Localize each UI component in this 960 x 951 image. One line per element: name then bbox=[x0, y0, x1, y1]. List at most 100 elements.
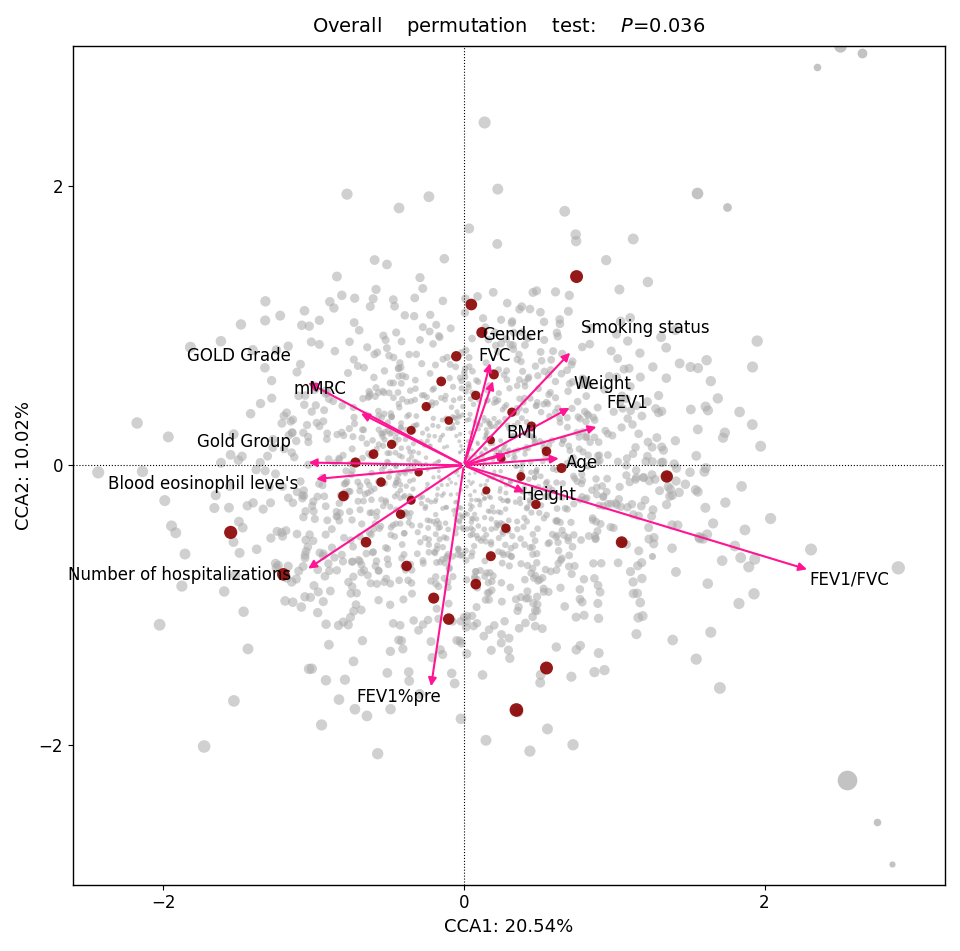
Point bbox=[392, 399, 407, 415]
Point bbox=[508, 495, 523, 510]
Point bbox=[396, 526, 412, 541]
Point bbox=[478, 442, 493, 457]
Point bbox=[476, 410, 492, 425]
Point bbox=[499, 444, 515, 459]
Point bbox=[664, 517, 680, 533]
Point bbox=[294, 318, 309, 333]
Point bbox=[449, 512, 465, 527]
Point bbox=[366, 370, 381, 385]
Point bbox=[629, 463, 644, 478]
Point bbox=[353, 602, 369, 617]
Point bbox=[532, 505, 547, 520]
Point bbox=[549, 562, 564, 577]
Point bbox=[334, 547, 349, 562]
Point bbox=[564, 375, 580, 390]
Point bbox=[428, 358, 444, 373]
Point bbox=[423, 495, 439, 510]
Point bbox=[488, 418, 503, 434]
Point bbox=[499, 363, 515, 378]
Point bbox=[574, 594, 589, 610]
Point bbox=[710, 391, 726, 406]
Point bbox=[371, 408, 386, 423]
Point bbox=[469, 580, 485, 595]
Point bbox=[497, 399, 513, 415]
Point bbox=[315, 549, 330, 564]
Point bbox=[448, 428, 464, 443]
Point bbox=[383, 499, 398, 514]
Point bbox=[572, 582, 588, 597]
Point bbox=[586, 410, 601, 425]
Point bbox=[490, 517, 505, 533]
Point bbox=[549, 462, 564, 477]
Point bbox=[359, 708, 374, 724]
Point bbox=[388, 445, 403, 460]
Point bbox=[506, 451, 521, 466]
Point bbox=[414, 457, 429, 473]
Point bbox=[335, 553, 350, 569]
Point bbox=[444, 549, 460, 564]
Point bbox=[560, 501, 575, 516]
Point bbox=[478, 428, 493, 443]
Point bbox=[503, 580, 518, 595]
Point bbox=[246, 495, 261, 511]
Point bbox=[398, 422, 414, 437]
Point bbox=[588, 514, 604, 530]
Point bbox=[341, 617, 356, 632]
Point bbox=[423, 573, 439, 589]
Point bbox=[280, 558, 296, 573]
Point bbox=[631, 509, 646, 524]
Point bbox=[528, 618, 543, 633]
Point bbox=[348, 597, 364, 612]
Point bbox=[526, 430, 541, 445]
Point bbox=[321, 452, 336, 467]
Point bbox=[519, 427, 535, 442]
Point bbox=[425, 337, 441, 352]
Point bbox=[406, 612, 421, 628]
Point bbox=[300, 429, 316, 444]
Point bbox=[444, 421, 459, 437]
Point bbox=[432, 532, 447, 547]
Point bbox=[480, 393, 495, 408]
Text: BMI: BMI bbox=[506, 423, 537, 441]
Point bbox=[406, 418, 421, 434]
Point bbox=[410, 525, 425, 540]
Point bbox=[395, 392, 410, 407]
Point bbox=[614, 419, 630, 435]
Point bbox=[485, 471, 500, 486]
Point bbox=[339, 489, 354, 504]
Point bbox=[347, 352, 362, 367]
Point bbox=[587, 430, 602, 445]
Point bbox=[656, 455, 671, 470]
Point bbox=[545, 482, 561, 497]
Point bbox=[421, 537, 437, 553]
Point bbox=[412, 687, 427, 702]
Point bbox=[223, 447, 238, 462]
Point bbox=[488, 338, 503, 353]
Point bbox=[468, 493, 484, 508]
Point bbox=[401, 510, 417, 525]
Point bbox=[223, 525, 238, 540]
Point bbox=[411, 623, 426, 638]
Point bbox=[318, 383, 333, 398]
Point bbox=[285, 594, 300, 610]
Point bbox=[364, 465, 379, 480]
Point bbox=[418, 531, 433, 546]
Point bbox=[333, 488, 348, 503]
Point bbox=[745, 359, 760, 375]
Point bbox=[383, 376, 398, 391]
Point bbox=[469, 417, 485, 432]
Point bbox=[330, 509, 346, 524]
Point bbox=[168, 525, 183, 540]
Point bbox=[645, 359, 660, 375]
Point bbox=[581, 378, 596, 393]
Point bbox=[631, 543, 646, 558]
Point bbox=[486, 284, 501, 300]
Point bbox=[396, 558, 412, 573]
Point bbox=[446, 393, 462, 408]
Point bbox=[341, 574, 356, 590]
Point bbox=[483, 437, 498, 452]
Point bbox=[496, 439, 512, 455]
Point bbox=[450, 415, 466, 430]
Point bbox=[591, 611, 607, 626]
Point bbox=[455, 398, 470, 414]
